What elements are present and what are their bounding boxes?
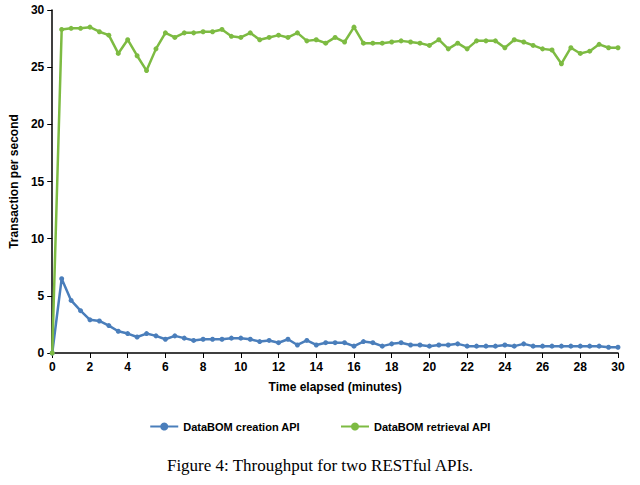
svg-text:0: 0 xyxy=(49,360,56,374)
svg-text:Figure 4: Throughput for two R: Figure 4: Throughput for two RESTful API… xyxy=(167,456,473,475)
svg-text:28: 28 xyxy=(574,360,588,374)
svg-text:22: 22 xyxy=(460,360,474,374)
svg-text:20: 20 xyxy=(31,117,45,131)
svg-text:8: 8 xyxy=(200,360,207,374)
svg-text:24: 24 xyxy=(498,360,512,374)
svg-text:12: 12 xyxy=(272,360,286,374)
svg-text:DataBOM creation API: DataBOM creation API xyxy=(183,421,299,433)
svg-text:30: 30 xyxy=(611,360,625,374)
svg-text:26: 26 xyxy=(536,360,550,374)
svg-text:2: 2 xyxy=(87,360,94,374)
svg-text:DataBOM retrieval API: DataBOM retrieval API xyxy=(374,421,490,433)
svg-text:15: 15 xyxy=(31,175,45,189)
svg-text:18: 18 xyxy=(385,360,399,374)
svg-text:Transaction per second: Transaction per second xyxy=(7,114,21,249)
svg-text:0: 0 xyxy=(38,346,45,360)
svg-text:10: 10 xyxy=(234,360,248,374)
svg-text:25: 25 xyxy=(31,60,45,74)
svg-text:4: 4 xyxy=(124,360,131,374)
svg-text:5: 5 xyxy=(38,289,45,303)
svg-text:16: 16 xyxy=(347,360,361,374)
svg-text:30: 30 xyxy=(31,3,45,17)
svg-text:14: 14 xyxy=(310,360,324,374)
svg-text:6: 6 xyxy=(162,360,169,374)
svg-text:20: 20 xyxy=(423,360,437,374)
svg-text:10: 10 xyxy=(31,232,45,246)
svg-text:Time elapsed (minutes): Time elapsed (minutes) xyxy=(269,380,402,394)
